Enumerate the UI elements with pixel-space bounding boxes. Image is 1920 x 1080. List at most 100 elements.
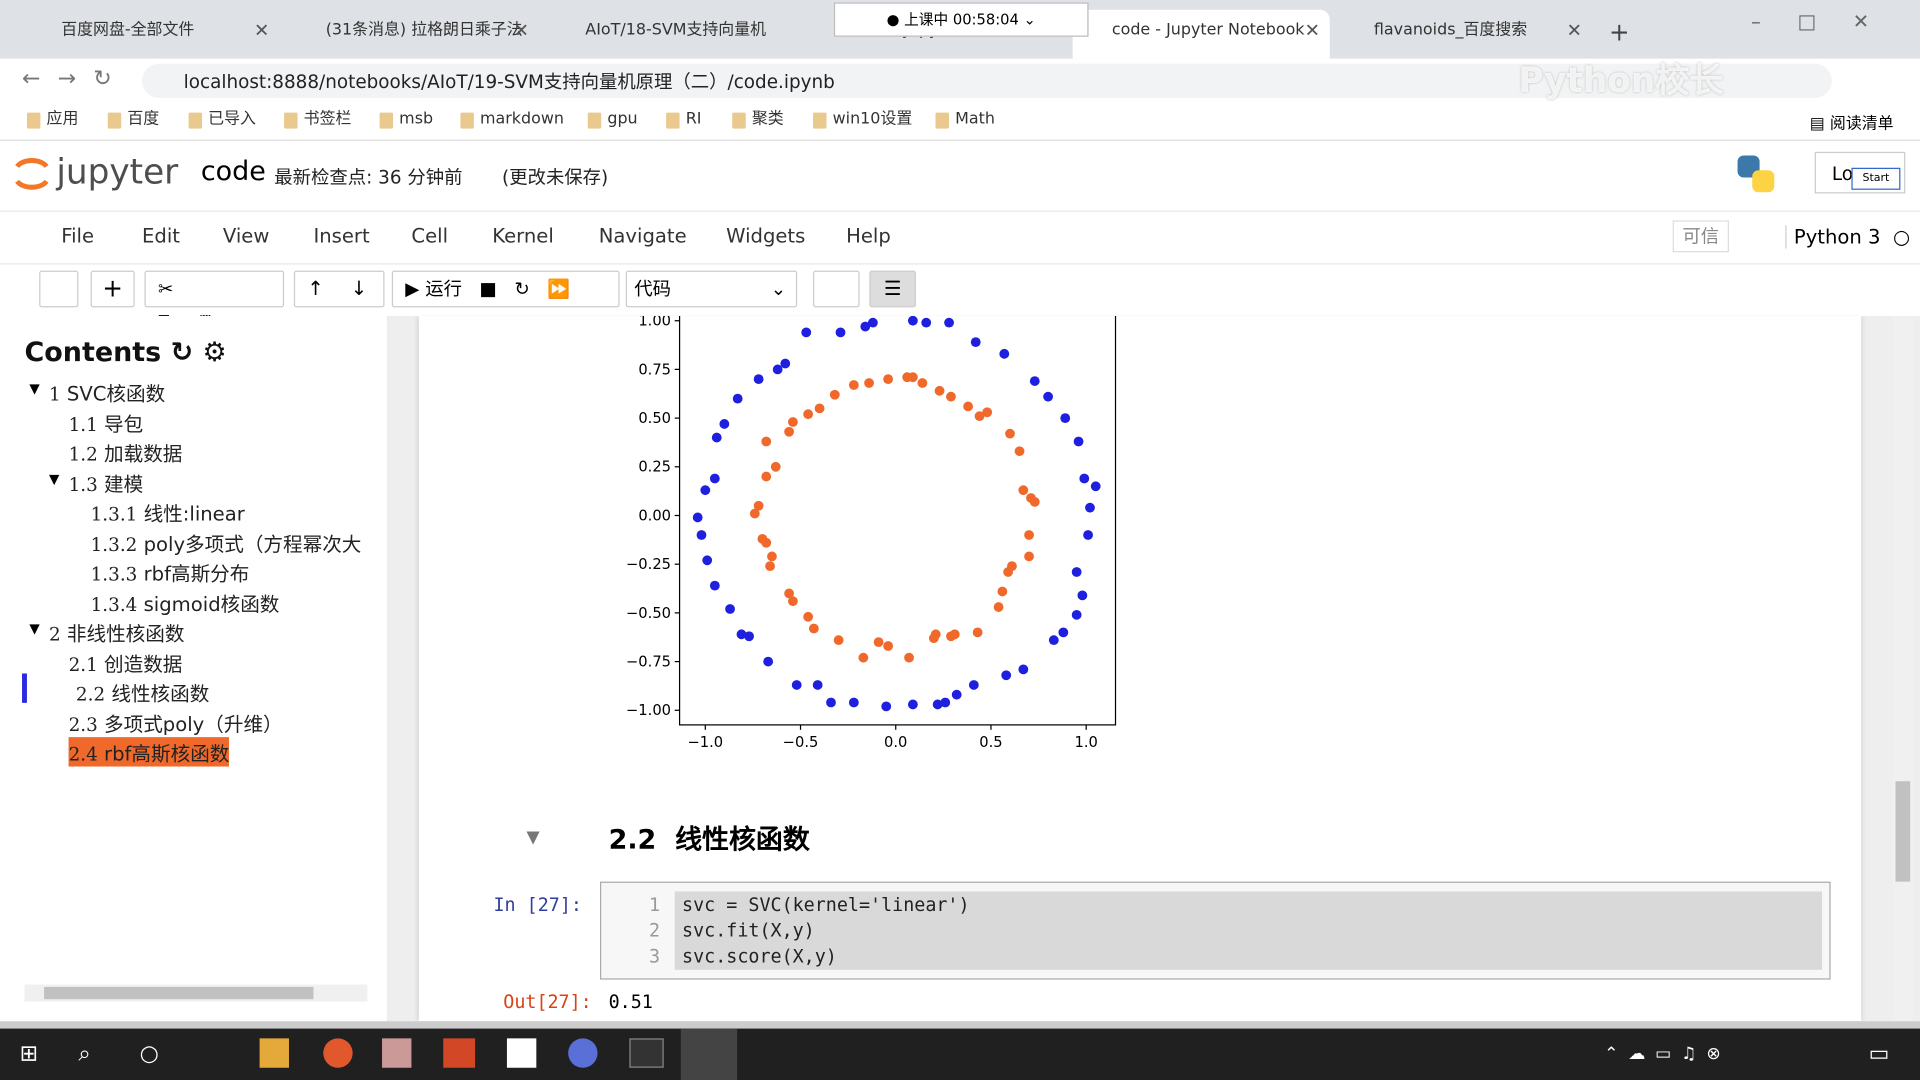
point (902, 372, 913, 383)
toc-item[interactable]: 1.3.4 sigmoid核函数 (91, 587, 280, 616)
heading-text: 线性核函数 (675, 825, 810, 856)
point (858, 652, 869, 663)
bookmark[interactable]: 聚类 (730, 108, 784, 132)
menu-item[interactable]: Edit (142, 224, 180, 248)
window-border (0, 1021, 1920, 1029)
bookmark[interactable]: msb (377, 108, 433, 132)
point (826, 697, 836, 708)
point (974, 411, 985, 422)
collapse-arrow[interactable]: ▼ (526, 827, 540, 848)
save-button[interactable] (39, 270, 79, 308)
line-number: 2 (648, 919, 661, 942)
point (881, 701, 892, 712)
toc-item[interactable]: 2 非线性核函数 (49, 617, 184, 646)
toc-text: rbf高斯核函数 (104, 742, 230, 766)
move-buttons[interactable]: ↑↓ (293, 270, 385, 308)
bookmark[interactable]: 书签栏 (282, 108, 351, 132)
edit-buttons[interactable]: ✂⎘⎗ (144, 270, 285, 334)
watermark: Python校长 (1518, 60, 1724, 101)
toc-number: 1.3 (68, 473, 98, 496)
menu-item[interactable]: Insert (313, 224, 370, 248)
point (719, 419, 730, 429)
point (1014, 446, 1025, 457)
point (949, 629, 960, 640)
kernel-indicator: Python 3 ○ (1785, 225, 1910, 249)
toc-item[interactable]: 2.2 线性核函数 (76, 677, 209, 706)
bookmark[interactable]: markdown (458, 108, 564, 132)
jupyter-logo-icon (15, 158, 49, 190)
toc-toggle[interactable]: ▼ (29, 380, 40, 397)
menu-item[interactable]: Kernel (492, 224, 554, 248)
point (812, 680, 823, 690)
toc-item[interactable]: 1.3.3 rbf高斯分布 (91, 557, 250, 586)
add-cell[interactable]: + (90, 270, 135, 308)
toc-toggle[interactable]: ▼ (29, 620, 40, 637)
toc-item[interactable]: 1 SVC核函数 (49, 377, 165, 406)
point (765, 561, 775, 572)
window-controls[interactable]: –□✕ (1751, 9, 1906, 34)
notebook-name[interactable]: code (200, 156, 266, 188)
keyboard-button[interactable] (813, 270, 860, 308)
bookmark[interactable]: Math (933, 108, 995, 132)
tab[interactable]: (31条消息) 拉格朗日乘子法 ✕ (325, 19, 529, 42)
cell-type[interactable]: 代码 ⌄ (625, 270, 798, 308)
scatter-chart: −1.0 −0.5 0.0 0.5 1.0 −1.00 −0.75 −0.50 −0.25 0.0… (626, 315, 1117, 751)
code-line: svc.fit(X,y) (682, 919, 815, 942)
point (999, 348, 1010, 359)
bookmark[interactable]: win10设置 (811, 108, 912, 132)
page-scrollbar[interactable] (1893, 315, 1913, 1022)
menu-item[interactable]: File (61, 224, 95, 248)
tab[interactable]: 百度网盘-全部文件 ✕ (61, 19, 270, 42)
point (1071, 609, 1082, 620)
menu-item[interactable]: Widgets (726, 224, 806, 248)
run-buttons[interactable]: ▶ 运行 ■ ↻ ⏩ (391, 270, 620, 308)
y-tick-label: −1.00 (626, 702, 671, 719)
toc-item[interactable]: 1.3.2 poly多项式（方程幂次大 (91, 527, 362, 556)
toc-item[interactable]: 1.2 加载数据 (69, 437, 183, 466)
heading-number: 2.2 (608, 825, 657, 856)
toc-scrollbar[interactable] (24, 984, 368, 1002)
toc-item[interactable]: 1.3.1 线性:linear (91, 497, 245, 526)
logout-button[interactable]: Lo (1814, 151, 1906, 194)
address-bar[interactable] (142, 63, 1832, 98)
bookmark[interactable]: 应用 (24, 108, 78, 132)
tab[interactable]: flavanoids_百度搜索 ✕ (1373, 19, 1583, 42)
taskbar: ⊞ ⌕ ○ ⌃☁▭♫⊗ ▭ (0, 1028, 1920, 1080)
toc-text: 线性核函数 (111, 682, 210, 706)
run-label: 运行 (425, 277, 463, 300)
point (711, 432, 722, 443)
start-button[interactable]: Start (1851, 167, 1901, 190)
reading-list[interactable]: ▤ 阅读清单 (1809, 115, 1894, 134)
toc-text: 线性:linear (143, 502, 245, 526)
toc-text: sigmoid核函数 (143, 592, 280, 616)
new-tab[interactable]: + (1608, 17, 1630, 47)
toc-text: 非线性核函数 (66, 622, 185, 646)
input-prompt: In [27]: (493, 893, 582, 916)
menu-item[interactable]: View (222, 224, 270, 248)
bookmark[interactable]: 百度 (105, 108, 159, 132)
toc-item[interactable]: 2.4 rbf高斯核函数 (68, 737, 230, 767)
trusted: 可信 (1672, 220, 1729, 253)
toc-item[interactable]: 1.3 建模 (69, 467, 144, 496)
point (692, 512, 703, 523)
toc-number: 1.3.1 (90, 503, 138, 526)
bookmark[interactable]: 已导入 (186, 108, 256, 132)
nav-buttons[interactable]: ←→↻ (22, 66, 129, 92)
menu-item[interactable]: Help (846, 224, 891, 248)
point (1024, 551, 1034, 562)
toc-toggle[interactable]: ▼ (48, 470, 60, 487)
menu-item[interactable]: Cell (411, 224, 449, 248)
point (696, 530, 707, 540)
bookmark[interactable]: RI (664, 108, 701, 132)
toc-item[interactable]: 1.1 导包 (69, 407, 144, 436)
tab[interactable]: AIoT/18-SVM支持向量机 (546, 10, 806, 52)
active-tab[interactable]: code - Jupyter Notebook ✕ (1072, 9, 1330, 59)
bookmark[interactable]: gpu (585, 108, 638, 132)
toc-button[interactable]: ☰ (869, 270, 916, 308)
point (993, 602, 1004, 612)
toc-text: 多项式poly（升维） (104, 712, 283, 736)
menu-item[interactable]: Navigate (598, 224, 687, 248)
toc-item[interactable]: 2.3 多项式poly（升维） (69, 707, 283, 736)
toc-item[interactable]: 2.1 创造数据 (69, 647, 183, 676)
